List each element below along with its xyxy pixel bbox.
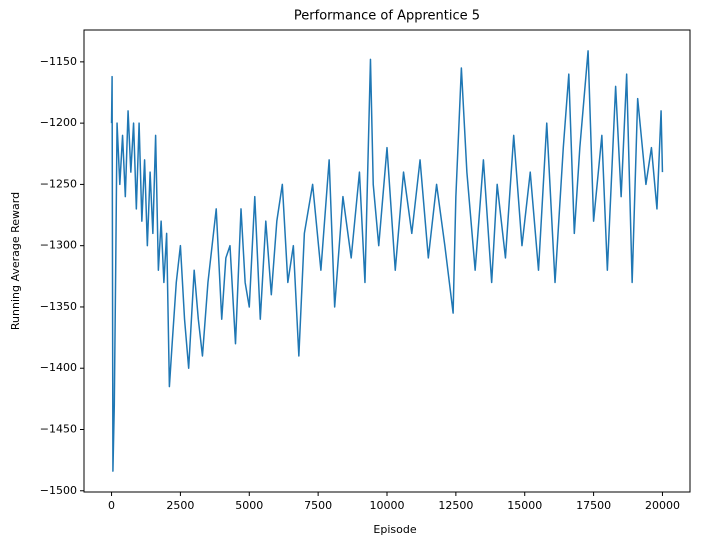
y-tick-label: −1300 bbox=[40, 239, 77, 252]
y-tick-label: −1400 bbox=[40, 361, 77, 374]
data-line bbox=[110, 50, 664, 472]
x-tick-label: 20000 bbox=[645, 499, 680, 512]
x-tick-label: 17500 bbox=[576, 499, 611, 512]
x-tick-label: 5000 bbox=[235, 499, 263, 512]
plot-frame bbox=[83, 29, 691, 493]
y-tick-label: −1150 bbox=[40, 55, 77, 68]
y-tick-label: −1500 bbox=[40, 484, 77, 497]
y-tick-label: −1450 bbox=[40, 423, 77, 436]
y-tick-label: −1350 bbox=[40, 300, 77, 313]
chart-title: Performance of Apprentice 5 bbox=[294, 9, 480, 24]
y-tick-label: −1200 bbox=[40, 116, 77, 129]
y-axis-label: Running Average Reward bbox=[9, 192, 22, 330]
x-tick-label: 15000 bbox=[507, 499, 542, 512]
x-axis-label: Episode bbox=[373, 523, 416, 536]
x-tick-label: 12500 bbox=[438, 499, 473, 512]
x-tick-label: 0 bbox=[108, 499, 115, 512]
x-tick-label: 10000 bbox=[370, 499, 405, 512]
y-tick-label: −1250 bbox=[40, 177, 77, 190]
x-tick-label: 7500 bbox=[304, 499, 332, 512]
x-tick-label: 2500 bbox=[166, 499, 194, 512]
